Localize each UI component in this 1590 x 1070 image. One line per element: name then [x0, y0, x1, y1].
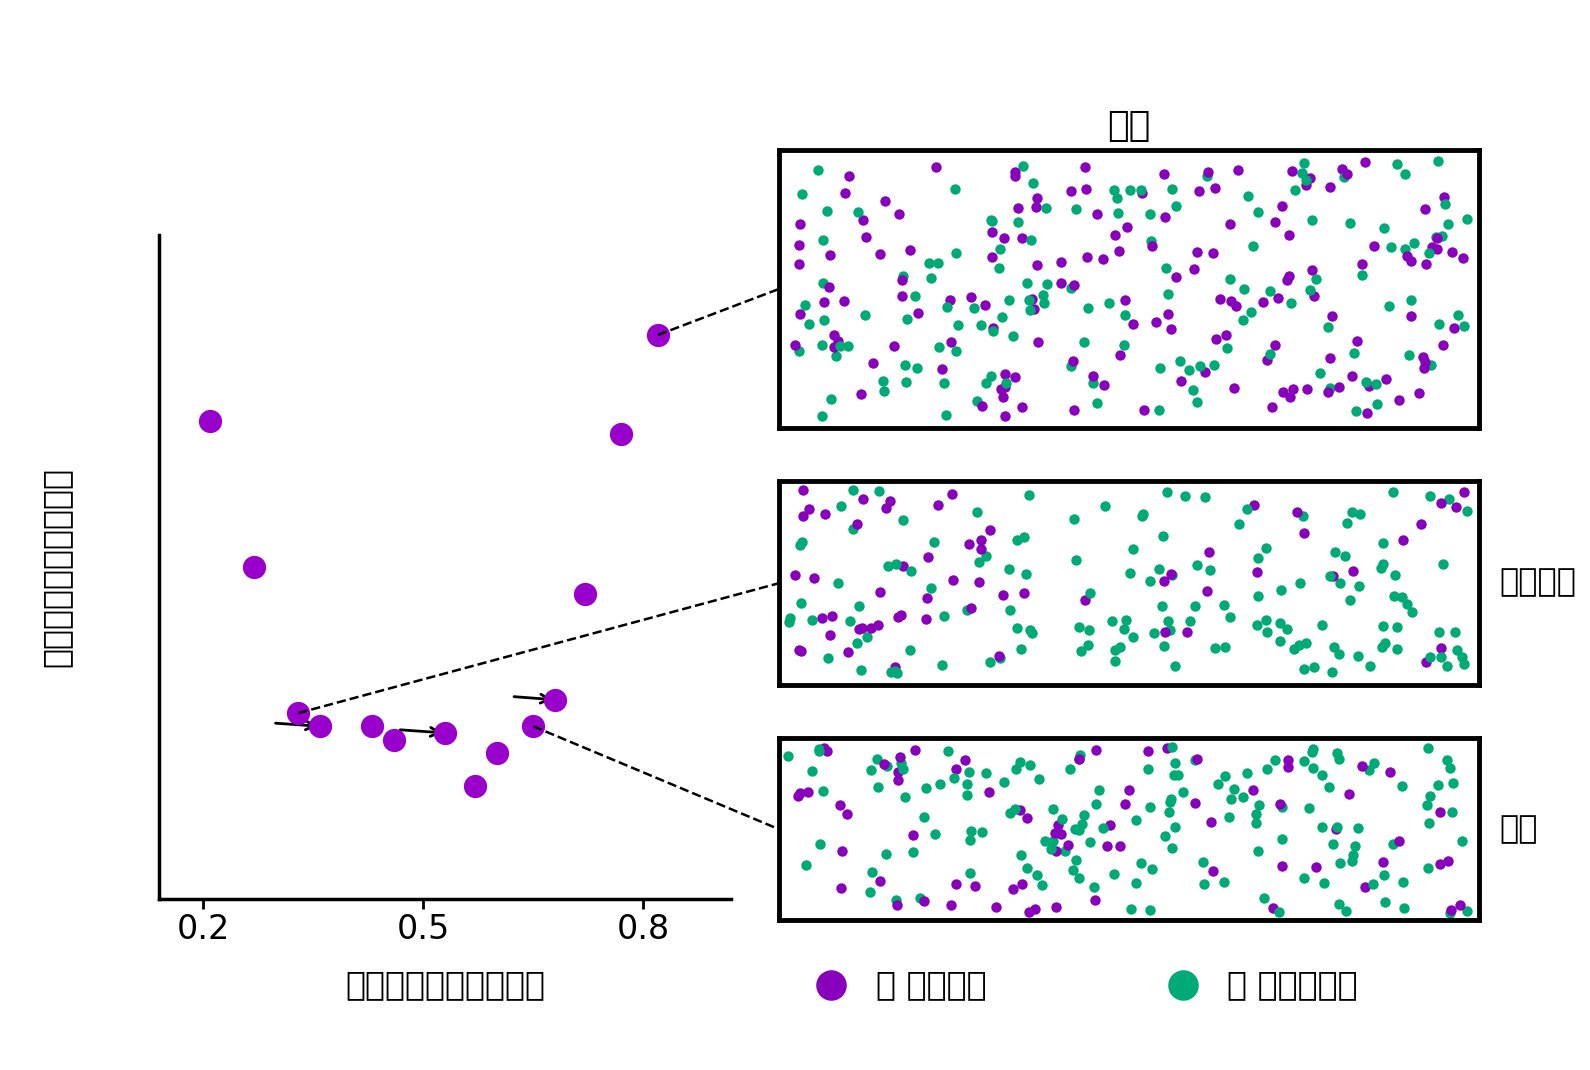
Point [359, 718, 385, 735]
Point [242, 559, 267, 576]
Text: ： クリプトン: ： クリプトン [1227, 968, 1358, 1002]
X-axis label: クリプトンのモル分率: クリプトンのモル分率 [345, 968, 545, 1002]
Point [382, 731, 407, 748]
Point [542, 691, 568, 708]
Point [432, 724, 458, 742]
Point [286, 704, 312, 721]
Text: 気液共存: 気液共存 [1499, 568, 1577, 598]
Text: ： アルゴン: ： アルゴン [876, 968, 987, 1002]
Title: 気体: 気体 [1107, 109, 1151, 143]
Point [483, 745, 509, 762]
Point [308, 718, 334, 735]
Point [197, 413, 223, 430]
Point [609, 426, 634, 443]
Point [520, 718, 545, 735]
Point [646, 326, 671, 343]
Point [461, 778, 487, 795]
Text: 液体: 液体 [1499, 814, 1538, 844]
Point [572, 585, 598, 602]
Text: 混合自由エネルギーー: 混合自由エネルギーー [40, 468, 72, 667]
